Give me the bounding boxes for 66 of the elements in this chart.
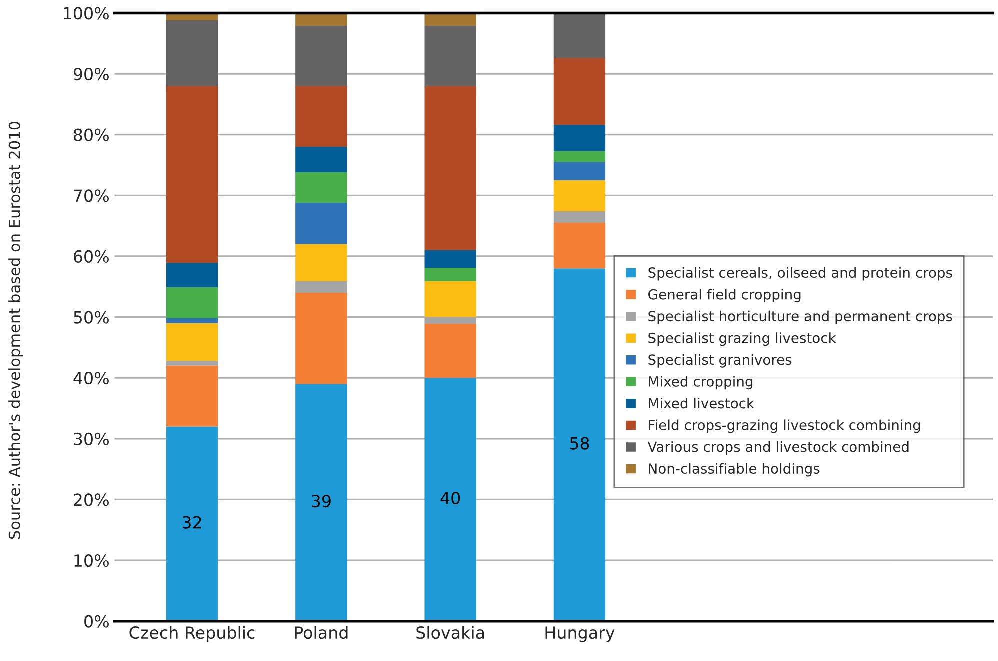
bar (424, 281, 476, 318)
legend-label: Non-classifiable holdings (649, 463, 820, 477)
legend-label: General field cropping (648, 289, 801, 303)
bar (554, 13, 606, 58)
bar (554, 58, 606, 126)
bar (166, 361, 218, 366)
bar (166, 318, 218, 324)
bar (296, 202, 348, 244)
bar (166, 86, 218, 264)
bar (554, 180, 606, 212)
x-tick-label: Poland (295, 626, 348, 640)
bar (554, 125, 606, 152)
bar (296, 244, 348, 282)
y-tick-label: 20% (74, 494, 109, 506)
bar (424, 268, 476, 282)
x-tick-label: Czech Republic (130, 626, 255, 642)
bar (424, 13, 476, 26)
bar (166, 366, 218, 427)
bar (296, 172, 348, 203)
bar (166, 287, 218, 318)
bar (296, 292, 348, 384)
legend-label: Various crops and livestock combined (648, 442, 909, 455)
bar (296, 281, 348, 293)
bar (296, 384, 348, 622)
y-tick-label: 30% (74, 432, 109, 446)
bar (296, 147, 348, 173)
bar (424, 250, 476, 268)
bar (424, 324, 476, 378)
y-tick-label: 100% (64, 7, 109, 20)
y-tick-label: 80% (74, 128, 109, 142)
legend-label: Specialist granivores (648, 354, 792, 368)
bar (296, 86, 348, 148)
source-note: Source: Author's development based on Eurostat 2010 (8, 122, 24, 540)
bar (554, 162, 606, 180)
legend-label: Mixed livestock (649, 398, 754, 409)
bar (554, 268, 606, 622)
y-tick-label: 10% (74, 554, 109, 568)
bar (296, 13, 348, 26)
bar (166, 426, 218, 622)
legend-label: Field crops-grazing livestock combining (649, 420, 920, 434)
x-tick-label: Slovakia (416, 626, 484, 640)
y-tick-label: 0% (84, 615, 109, 628)
y-tick-label: 70% (74, 190, 109, 202)
legend-label: Specialist grazing livestock (648, 332, 836, 346)
bar (424, 86, 476, 250)
legend-label: Specialist horticulture and permanent crops (648, 310, 952, 324)
y-tick-label: 50% (74, 311, 109, 324)
legend-label: Mixed cropping (649, 376, 753, 390)
data-label: 39 (312, 494, 331, 508)
bar (296, 26, 348, 86)
x-tick-label: Hungary (546, 626, 615, 642)
legend-label: Specialist cereals, oilseed and protein crops (648, 267, 952, 281)
bar (554, 211, 606, 224)
data-label: 58 (570, 437, 590, 450)
bar (166, 263, 218, 288)
bar (166, 20, 218, 86)
y-tick-label: 90% (74, 68, 109, 81)
y-tick-label: 40% (74, 372, 109, 385)
bar (554, 151, 606, 162)
data-label: 32 (182, 516, 202, 529)
bar (554, 223, 606, 269)
bar (424, 26, 476, 86)
bar (166, 323, 218, 362)
bar (424, 378, 476, 622)
data-label: 40 (440, 492, 460, 505)
y-tick-label: 60% (74, 250, 109, 264)
